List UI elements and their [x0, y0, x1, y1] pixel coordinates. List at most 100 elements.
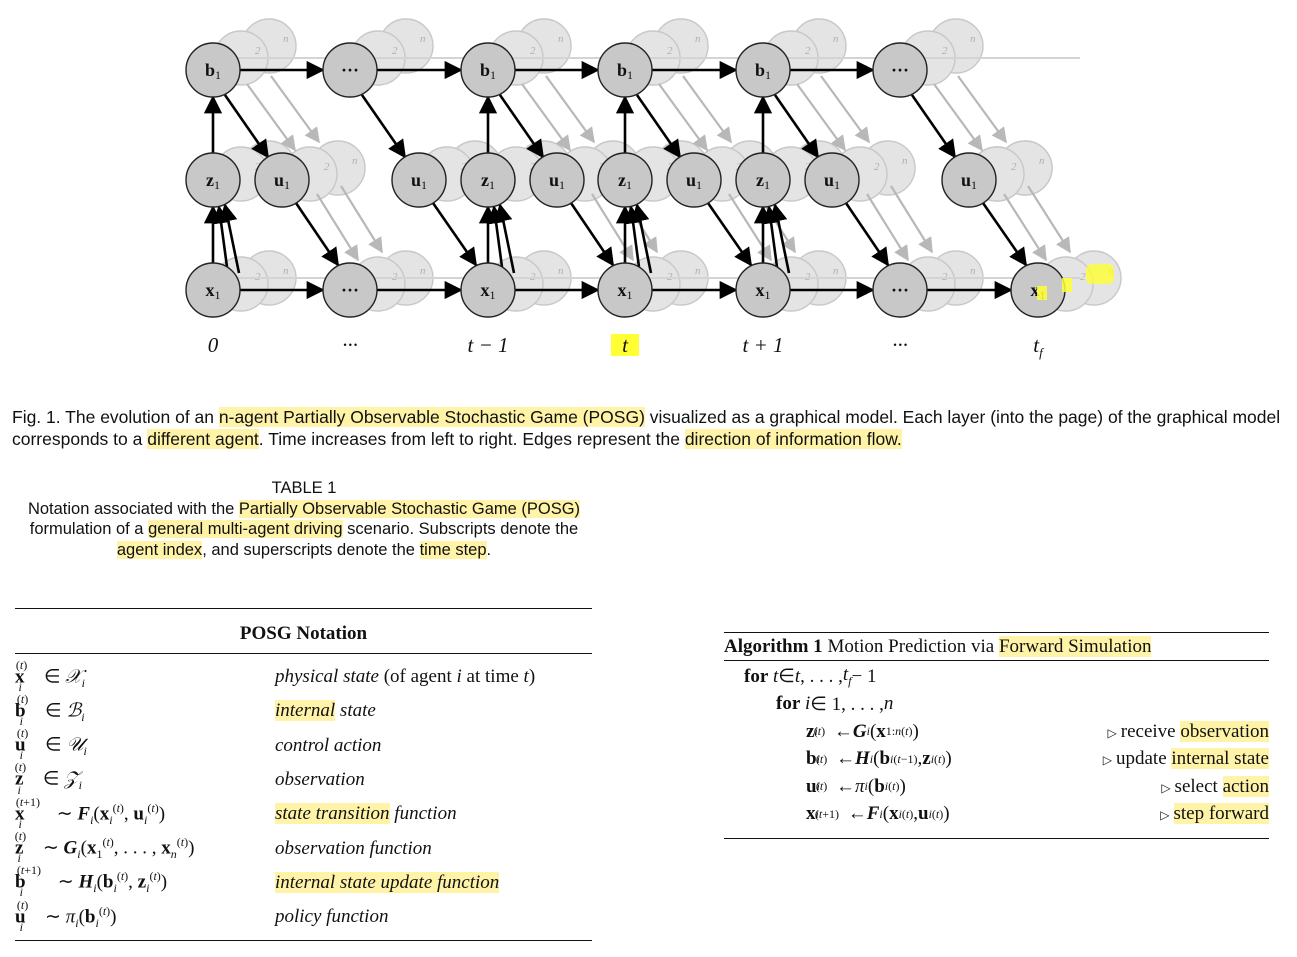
- table-caption-part4: , and superscripts denote the: [202, 540, 420, 559]
- control-node: [666, 152, 722, 208]
- table-row: bi(t) ∈ ℬi internal state: [15, 692, 592, 728]
- ghost-edge: [658, 83, 708, 152]
- control-to-state-edge: [431, 202, 478, 267]
- table-row: xi(t+1) ∼ Fi(xi(t), ui(t)) state transit…: [15, 795, 592, 831]
- table-bottom-rule: [15, 940, 592, 942]
- highlight-mark: [1086, 264, 1114, 284]
- time-label: ···: [342, 333, 358, 357]
- belief-node-label: b1: [755, 60, 771, 82]
- agent-n-label: n: [420, 33, 426, 45]
- agent-n-label: n: [558, 265, 564, 277]
- agent-1-nodes: b1 z1 x1 u1 ··· ··· b1 z1 x1 u1 u1 b1 z1 x1 u1 b1 z1 x1 u1…: [185, 42, 1114, 318]
- table-row: zi(t) ∼ Gi(x1(t), . . . , xn(t)) observa…: [15, 829, 592, 865]
- control-to-state-edge: [844, 202, 890, 267]
- state-node: [735, 262, 791, 318]
- table-caption-highlight-posg: Partially Observable Stochastic Game (PO…: [238, 499, 581, 518]
- observation-node: [460, 152, 516, 208]
- belief-node-label: b1: [480, 60, 496, 82]
- observation-node-label: z1: [481, 170, 495, 192]
- agent-n-label: n: [970, 33, 976, 45]
- state-to-observation-edge: [769, 203, 791, 274]
- notation-description: physical state (of agent i at time t): [275, 666, 536, 688]
- agent-2-label: 2: [255, 45, 261, 57]
- control-to-state-edge: [981, 202, 1028, 267]
- ellipsis-node: [322, 262, 378, 318]
- belief-to-control-edge: [773, 94, 820, 159]
- ellipsis-label: ···: [341, 280, 359, 300]
- notation-description: policy function: [275, 906, 389, 928]
- table-caption-part2: formulation of a: [29, 520, 149, 538]
- fig-caption-highlight-posg: n-agent Partially Observable Stochastic …: [218, 407, 645, 427]
- posg-notation-table: POSG Notation xi(t) ∈ 𝒳i physical state …: [15, 608, 592, 942]
- fig-caption-mid1: visualized as a graphical model. Each la…: [12, 407, 1281, 449]
- table-label: TABLE 1: [271, 479, 337, 497]
- table-caption-highlight-driving: general multi-agent driving: [148, 520, 343, 538]
- ellipsis-label: ···: [891, 280, 909, 300]
- state-node-label: x1: [756, 280, 771, 302]
- table-caption-highlight-agent-index: agent index: [116, 540, 203, 559]
- agent-n-label: n: [833, 33, 839, 45]
- ghost-edge: [890, 185, 933, 254]
- observation-node: [597, 152, 653, 208]
- algo-line-outer-loop: for t ∈ t, . . . , tf − 1: [744, 664, 877, 689]
- agent-n-label: n: [695, 33, 701, 45]
- agent-n-label: n: [902, 155, 908, 167]
- belief-to-control-edge: [498, 94, 545, 159]
- notation-description: control action: [275, 734, 382, 756]
- agent-2-label: 2: [1011, 161, 1017, 173]
- agent-2-label: 2: [324, 161, 330, 173]
- observation-node-label: z1: [206, 170, 220, 192]
- state-node: [597, 262, 653, 318]
- algorithm-1-box: Algorithm 1 Motion Prediction via Forwar…: [724, 632, 1269, 839]
- algo-title-rule: [724, 660, 1269, 661]
- time-label: ···: [892, 333, 908, 357]
- control-to-state-edge: [569, 202, 615, 267]
- algo-comment: ▷ receive observation: [1107, 720, 1269, 742]
- control-node: [391, 152, 447, 208]
- ghost-edge: [340, 185, 383, 254]
- state-to-observation-edge: [219, 203, 241, 274]
- algo-line-action: u i (t) ← π i(b i (t)) ▷ select action: [806, 775, 1269, 797]
- control-node: [529, 152, 585, 208]
- fig-caption-highlight-flow: direction of information flow.: [684, 429, 902, 449]
- ghost-edge: [1003, 193, 1047, 262]
- fig-caption-mid2: . Time increases from left to right. Edg…: [258, 429, 685, 449]
- ghost-edge: [316, 193, 359, 262]
- time-axis-labels: 0 ··· t − 1 t t + 1 ··· tf: [208, 333, 1045, 360]
- state-node-label: x1: [481, 280, 496, 302]
- ellipsis-label: ···: [891, 60, 909, 80]
- ghost-edge: [270, 75, 320, 144]
- ghost-edge: [820, 75, 870, 144]
- table-row: ui(t) ∈ 𝒰i control action: [15, 726, 592, 763]
- observation-node: [735, 152, 791, 208]
- agent-n-label: n: [283, 265, 289, 277]
- notation-description: observation function: [275, 837, 432, 859]
- belief-node-label: b1: [617, 60, 633, 82]
- agent-n-label: n: [352, 155, 358, 167]
- ellipsis-node: [872, 42, 928, 98]
- table-row: zi(t) ∈ 𝒵i observation: [15, 760, 592, 797]
- state-to-observation-edge: [212, 205, 231, 268]
- algo-title: Algorithm 1 Motion Prediction via Forwar…: [724, 636, 1152, 657]
- agent-n-label: n: [970, 265, 976, 277]
- control-node-label: u1: [686, 170, 702, 192]
- agent-n-label: n: [1039, 155, 1045, 167]
- algo-comment: ▷ select action: [1161, 775, 1269, 797]
- time-label: t − 1: [467, 333, 508, 357]
- ghost-edge: [796, 83, 846, 152]
- algo-line-inner-loop: for i ∈ 1, . . . , n: [776, 693, 894, 715]
- state-node-label: x1: [206, 280, 221, 302]
- fig-caption-highlight-agent: different agent: [147, 429, 259, 449]
- highlight-mark: [1062, 278, 1072, 292]
- control-node: [804, 152, 860, 208]
- agent-n-label: n: [833, 265, 839, 277]
- time-highlight: [611, 334, 639, 356]
- belief-to-control-edge: [223, 94, 270, 159]
- observation-node: [185, 152, 241, 208]
- control-to-state-edge: [294, 202, 340, 267]
- ghost-edge: [682, 75, 732, 144]
- state-to-observation-edge: [494, 203, 516, 274]
